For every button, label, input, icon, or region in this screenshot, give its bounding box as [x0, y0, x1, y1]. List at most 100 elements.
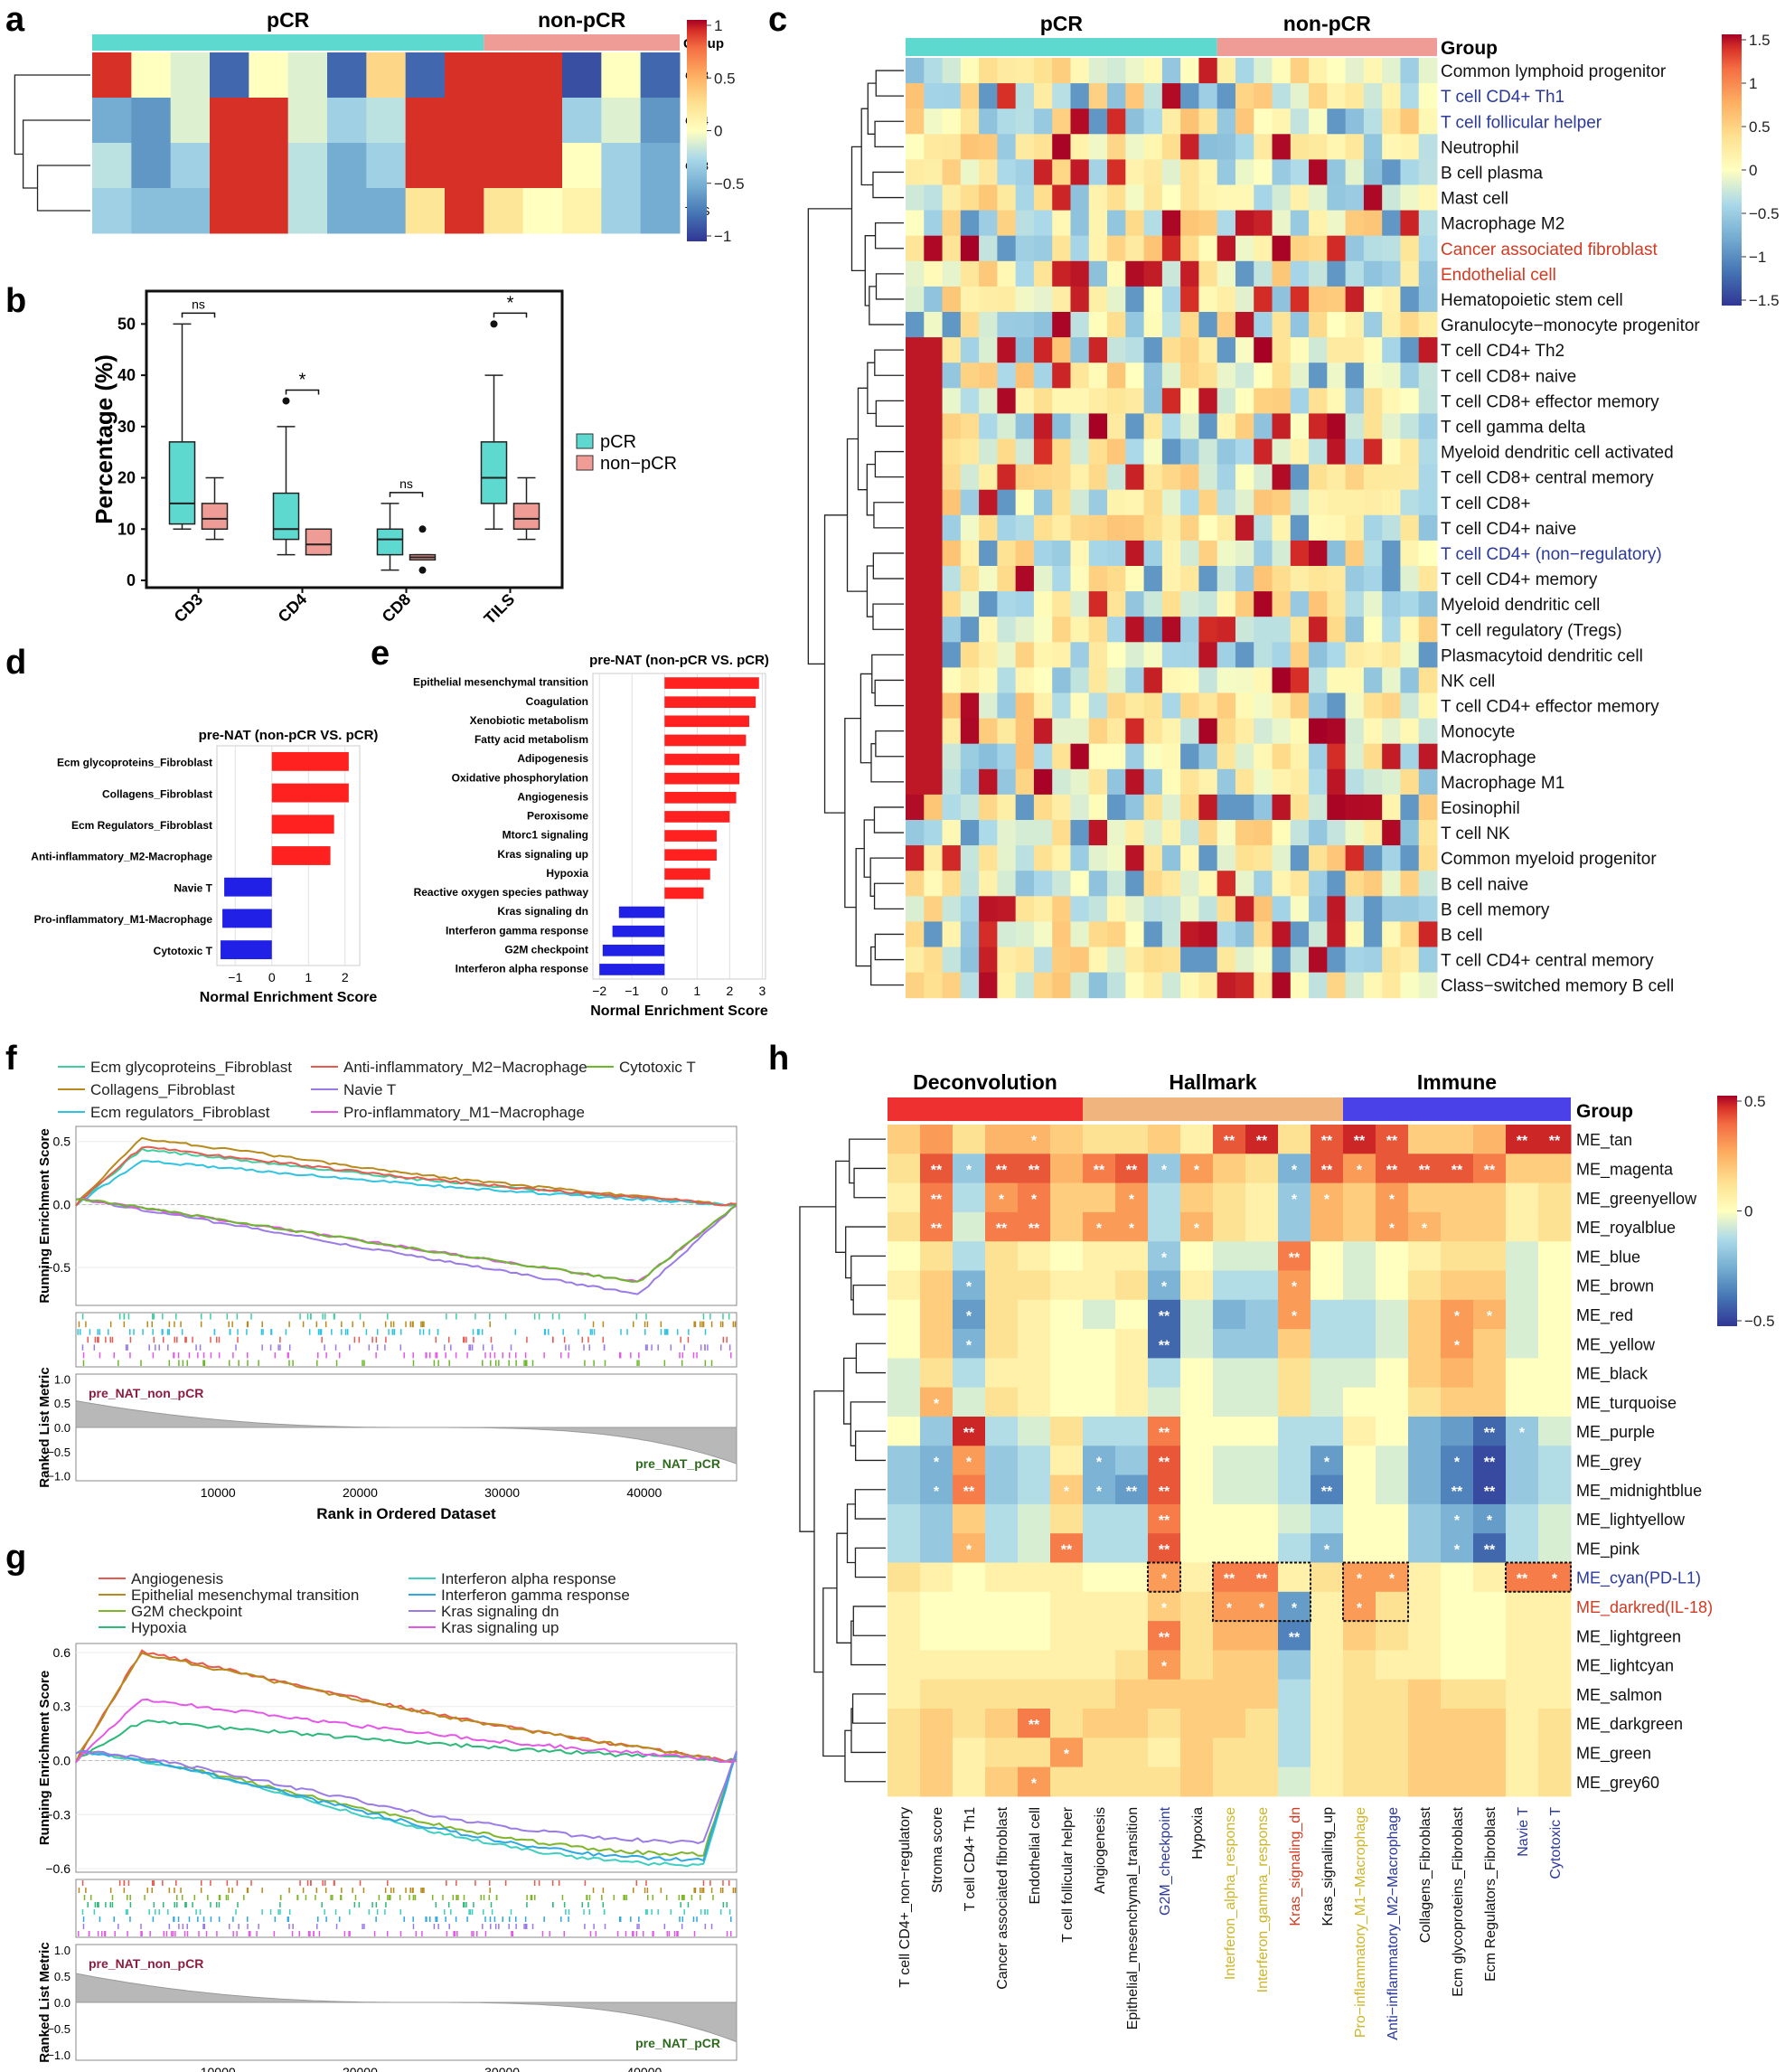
panel-letter-h: h	[768, 1040, 789, 1078]
legend-a-tick-label-3: −0.5	[714, 175, 745, 193]
heatmap-cell	[985, 1329, 1019, 1359]
heatmap-cell	[1363, 184, 1383, 212]
highlight-box	[1505, 1561, 1572, 1593]
heatmap-cell	[1161, 820, 1181, 846]
heatmap-cell	[1161, 108, 1181, 135]
heatmap-cell	[1143, 260, 1163, 287]
heatmap-cell	[920, 1154, 954, 1184]
heatmap-cell	[1083, 1270, 1116, 1301]
heatmap-cell	[924, 363, 944, 389]
heatmap-cell	[1418, 820, 1438, 846]
heatmap-cell	[1400, 718, 1420, 745]
legend-label: non−pCR	[600, 454, 677, 474]
heatmap-cell	[1217, 58, 1236, 84]
heatmap-cell	[985, 1503, 1019, 1534]
heatmap-cell	[1018, 1358, 1051, 1389]
heatmap-cell	[1107, 794, 1126, 821]
heatmap-cell	[1343, 1241, 1376, 1271]
row-label: B cell	[1441, 926, 1482, 945]
heatmap-cell	[906, 896, 925, 922]
heatmap-cell	[997, 845, 1017, 871]
heatmap-cell	[1217, 489, 1236, 516]
f-metric-ytick: 0.5	[54, 1397, 70, 1410]
heatmap-cell	[1376, 1241, 1409, 1271]
heatmap-cell	[997, 972, 1017, 999]
heatmap-cell	[960, 896, 980, 922]
heatmap-cell	[1473, 1621, 1507, 1651]
heatmap-cell	[1235, 820, 1254, 846]
heatmap-cell	[906, 820, 925, 846]
f-xtick-label: 10000	[201, 1485, 236, 1500]
row-label: Macrophage M1	[1441, 774, 1564, 793]
heatmap-cell	[1309, 159, 1328, 185]
heatmap-cell	[1143, 617, 1163, 643]
heatmap-cell	[1473, 1358, 1507, 1389]
heatmap-cell	[1345, 820, 1365, 846]
heatmap-cell	[1088, 489, 1108, 516]
heatmap-cell	[985, 1387, 1019, 1417]
panel-letter-a: a	[5, 1, 25, 39]
heatmap-cell	[979, 489, 998, 516]
heatmap-cell	[1254, 210, 1273, 237]
heatmap-cell	[1441, 1241, 1474, 1271]
heatmap-cell	[1311, 1738, 1344, 1768]
heatmap-cell	[979, 845, 998, 871]
group-bar-non-pCR	[484, 34, 680, 51]
dendrogram-c-branch	[866, 565, 874, 617]
heatmap-cell	[1018, 1679, 1051, 1709]
heatmap-cell	[1376, 1621, 1409, 1651]
heatmap-cell	[920, 1211, 954, 1242]
heatmap-cell	[906, 438, 925, 466]
heatmap-cell	[1052, 134, 1071, 160]
heatmap-cell	[1400, 972, 1420, 999]
heatmap-cell	[906, 794, 925, 821]
heatmap-cell	[484, 98, 524, 144]
heatmap-cell	[287, 188, 328, 234]
heatmap-cell	[1143, 871, 1163, 897]
heatmap-cell	[924, 413, 944, 439]
heatmap-cell	[1070, 83, 1090, 109]
heatmap-cell	[960, 692, 980, 720]
heatmap-cell	[1217, 540, 1236, 567]
heatmap-cell	[1125, 642, 1145, 668]
heatmap-cell	[985, 1182, 1019, 1213]
heatmap-cell	[1050, 1621, 1084, 1651]
heatmap-cell	[1088, 134, 1108, 160]
heatmap-cell	[1018, 1766, 1051, 1797]
dendrogram-c-branch	[874, 450, 904, 478]
heatmap-cell	[1033, 972, 1053, 999]
heatmap-cell	[1115, 1533, 1149, 1563]
heatmap-cell	[1033, 235, 1053, 262]
heatmap-cell	[1309, 235, 1328, 262]
heatmap-cell	[1400, 312, 1420, 338]
heatmap-cell	[1180, 438, 1199, 466]
heatmap-cell	[1148, 1679, 1181, 1709]
heatmap-cell	[920, 1591, 954, 1622]
heatmap-cell	[1125, 388, 1145, 414]
heatmap-cell	[1418, 413, 1438, 439]
significance-star: *	[1161, 1572, 1168, 1587]
heatmap-cell	[1290, 413, 1310, 439]
heatmap-cell	[1217, 718, 1236, 745]
heatmap-cell	[1327, 134, 1347, 160]
heatmap-cell	[1180, 743, 1199, 770]
heatmap-cell	[1070, 337, 1090, 363]
heatmap-cell	[1309, 514, 1328, 542]
heatmap-cell	[1290, 337, 1310, 363]
heatmap-cell	[960, 743, 980, 770]
box-non-pCR	[512, 503, 540, 531]
heatmap-cell	[1161, 312, 1181, 338]
heatmap-cell	[1235, 363, 1254, 389]
heatmap-cell	[1309, 743, 1328, 770]
heatmap-cell	[1309, 947, 1328, 974]
heatmap-cell	[920, 1474, 954, 1505]
heatmap-cell	[1015, 108, 1035, 135]
row-label: ME_midnightblue	[1576, 1482, 1702, 1501]
heatmap-cell	[1088, 159, 1108, 185]
heatmap-cell	[997, 768, 1017, 796]
heatmap-cell	[1245, 1562, 1279, 1593]
heatmap-cell	[1083, 1154, 1116, 1184]
heatmap-cell	[1272, 464, 1292, 491]
heatmap-cell	[1343, 1621, 1376, 1651]
heatmap-cell	[1180, 1417, 1214, 1446]
